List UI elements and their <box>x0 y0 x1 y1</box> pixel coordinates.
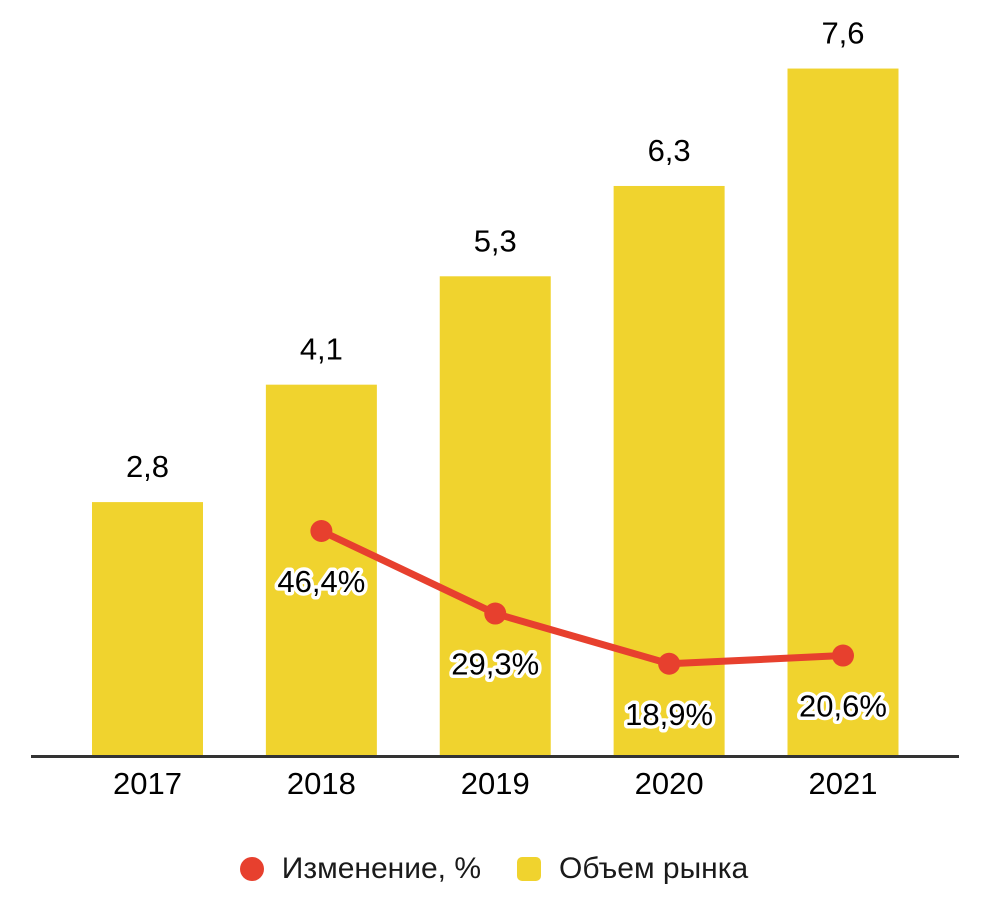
change-value-label: 20,6% <box>799 689 887 724</box>
bar-2019[interactable] <box>439 276 551 755</box>
x-axis-label-2017: 2017 <box>113 766 182 801</box>
chart-legend: Изменение, % Объем рынка <box>0 846 988 892</box>
x-axis-line <box>31 755 959 758</box>
legend-item-volume[interactable]: Объем рынка <box>517 854 748 884</box>
change-line <box>317 527 847 668</box>
bar-2018[interactable] <box>265 384 377 755</box>
change-value-label: 46,4% <box>277 564 365 599</box>
x-axis-label-2019: 2019 <box>461 766 530 801</box>
change-point[interactable] <box>658 652 681 675</box>
change-point[interactable] <box>832 644 854 667</box>
bar-2017[interactable] <box>92 502 203 755</box>
bar-value-label: 2,8 <box>126 449 169 484</box>
legend-item-change[interactable]: Изменение, % <box>239 852 482 885</box>
legend-circle-marker-icon <box>239 857 264 881</box>
bar-2021[interactable] <box>787 68 899 755</box>
legend-square-marker-icon <box>517 857 542 881</box>
legend-label-change: Изменение, % <box>281 852 482 885</box>
x-axis-label-2021: 2021 <box>809 766 878 801</box>
legend-label-volume: Объем рынка <box>559 852 749 885</box>
bar-value-label: 7,6 <box>821 16 864 51</box>
change-point[interactable] <box>484 602 507 625</box>
bar-value-label: 5,3 <box>474 223 517 258</box>
change-value-label: 29,3% <box>451 647 539 682</box>
x-axis-label-2020: 2020 <box>635 766 704 801</box>
change-value-label: 18,9% <box>625 697 713 732</box>
x-axis-label-2018: 2018 <box>287 766 356 801</box>
bar-value-label: 4,1 <box>300 332 343 367</box>
bar-value-label: 6,3 <box>648 133 691 168</box>
change-point[interactable] <box>310 520 333 542</box>
